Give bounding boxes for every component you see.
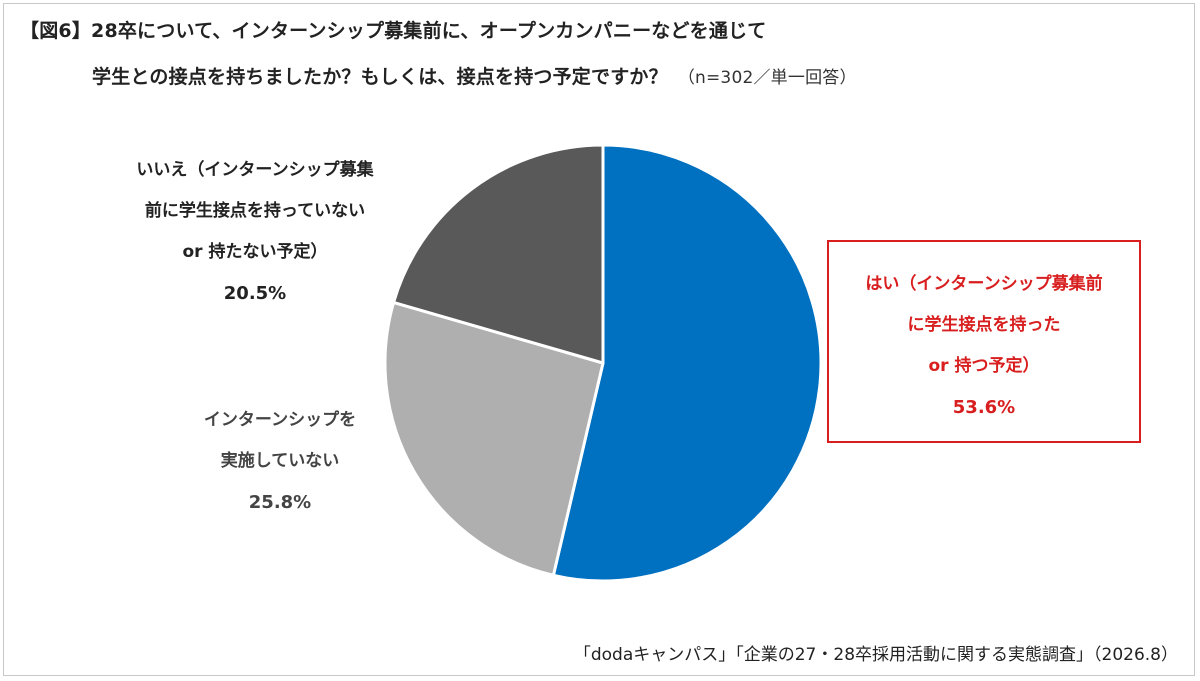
chart-frame (3, 3, 1195, 676)
label-no-line3: or 持たない予定） (182, 242, 328, 262)
label-no-internship: インターンシップを 実施していない 25.8% (150, 400, 410, 523)
label-yes-line1: はい（インターンシップ募集前 (865, 274, 1103, 294)
pie-slice-no (392, 143, 605, 365)
label-no-percent: 20.5% (223, 283, 287, 304)
label-no-internship-percent: 25.8% (248, 492, 312, 513)
pie-slice-yes (551, 143, 823, 583)
label-yes-callout: はい（インターンシップ募集前 に学生接点を持った or 持つ予定） 53.6% (827, 240, 1141, 443)
label-no-line2: 前に学生接点を持っていない (144, 201, 366, 221)
label-no: いいえ（インターンシップ募集 前に学生接点を持っていない or 持たない予定） … (100, 150, 410, 314)
label-no-internship-line1: インターンシップを (203, 410, 357, 430)
source-credit: 「dodaキャンパス」「企業の27・28卒採用活動に関する実態調査」（2026.… (573, 645, 1178, 665)
label-no-internship-line2: 実施していない (220, 451, 340, 471)
chart-title-line2-text: 学生との接点を持ちましたか？もしくは、接点を持つ予定ですか？ (92, 66, 668, 88)
label-yes-percent: 53.6% (952, 397, 1016, 418)
label-no-line1: いいえ（インターンシップ募集 (136, 160, 374, 180)
pie-slice-no-internship (383, 300, 605, 577)
label-yes-line3: or 持つ予定） (928, 356, 1040, 376)
label-yes-line2: に学生接点を持った (907, 315, 1061, 335)
chart-title-line1: 【図6】28卒について、インターンシップ募集前に、オープンカンパニーなどを通じて (20, 20, 767, 42)
sample-note: （n=302／単一回答） (677, 68, 857, 88)
chart-title-line2: 学生との接点を持ちましたか？もしくは、接点を持つ予定ですか？ （n=302／単一回… (92, 62, 857, 89)
